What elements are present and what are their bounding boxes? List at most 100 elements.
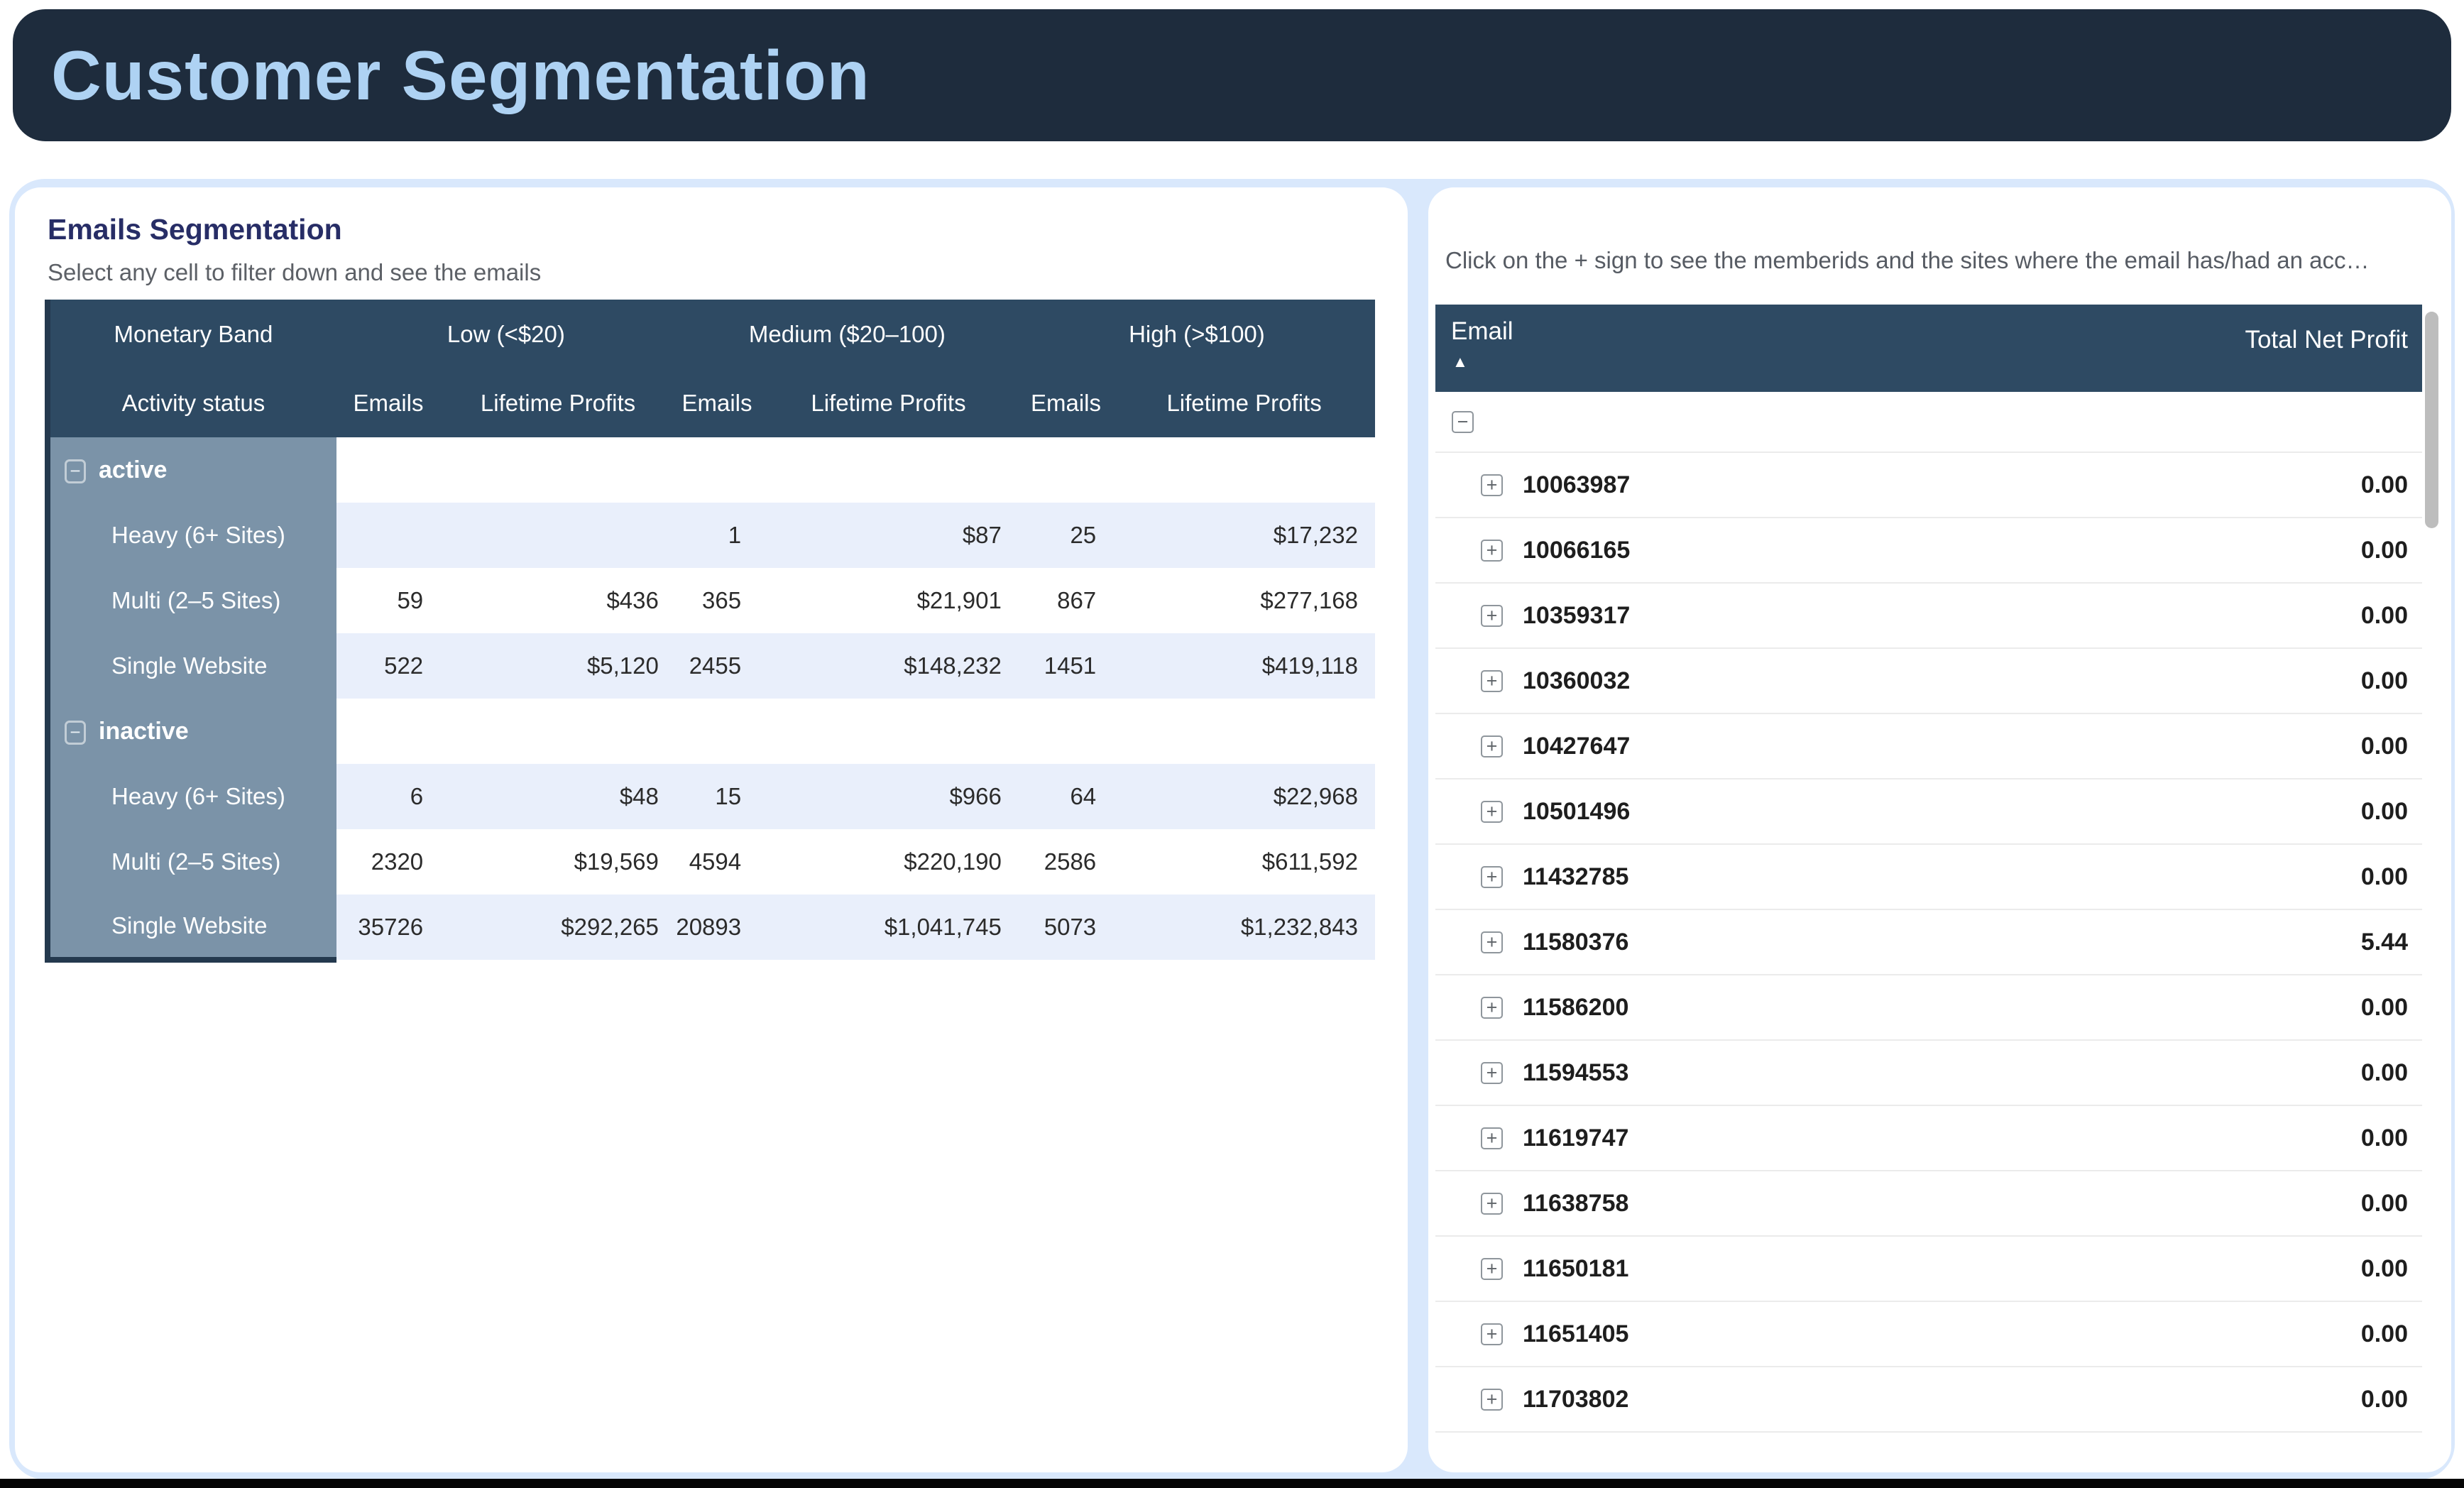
subheader-medium-emails[interactable]: Emails — [675, 368, 759, 437]
row-header[interactable]: Heavy (6+ Sites) — [48, 503, 336, 568]
cell[interactable]: $148,232 — [758, 633, 1019, 699]
band-header-medium[interactable]: Medium ($20–100) — [675, 300, 1019, 368]
column-header-email[interactable]: Email — [1451, 317, 1513, 345]
band-header-high[interactable]: High (>$100) — [1018, 300, 1375, 368]
table-row[interactable]: + 11651405 0.00 — [1435, 1302, 2422, 1367]
group-header-inactive[interactable]: − inactive — [48, 699, 336, 764]
table-row[interactable]: + 11703802 0.00 — [1435, 1367, 2422, 1433]
expand-icon[interactable]: + — [1481, 604, 1503, 627]
subheader-medium-profits[interactable]: Lifetime Profits — [758, 368, 1019, 437]
cell[interactable] — [440, 503, 676, 568]
expand-icon[interactable]: + — [1481, 669, 1503, 692]
subheader-low-emails[interactable]: Emails — [336, 368, 441, 437]
table-row[interactable]: + 11594553 0.00 — [1435, 1041, 2422, 1106]
subheader-high-profits[interactable]: Lifetime Profits — [1113, 368, 1375, 437]
expand-icon[interactable]: + — [1481, 735, 1503, 757]
expand-icon[interactable]: + — [1481, 1061, 1503, 1084]
cell[interactable]: 2320 — [336, 829, 441, 895]
cell[interactable]: 6 — [336, 764, 441, 829]
band-header-low[interactable]: Low (<$20) — [336, 300, 676, 368]
table-row[interactable]: + 11432785 0.00 — [1435, 845, 2422, 910]
table-row[interactable]: + 10066165 0.00 — [1435, 518, 2422, 584]
cell[interactable]: $1,232,843 — [1113, 895, 1375, 960]
bottom-edge-bar — [0, 1479, 2464, 1488]
corner-activity-status[interactable]: Activity status — [48, 368, 336, 437]
table-row[interactable]: + 11586200 0.00 — [1435, 975, 2422, 1041]
cell[interactable]: $19,569 — [440, 829, 676, 895]
expand-icon[interactable]: + — [1481, 800, 1503, 823]
cell[interactable]: 365 — [675, 568, 759, 633]
corner-monetary-band[interactable]: Monetary Band — [48, 300, 336, 368]
expand-icon[interactable]: + — [1481, 1257, 1503, 1280]
cell[interactable]: $5,120 — [440, 633, 676, 699]
cell[interactable]: 20893 — [675, 895, 759, 960]
table-row[interactable]: + 10063987 0.00 — [1435, 453, 2422, 518]
total-net-profit-value: 0.00 — [2360, 536, 2408, 564]
cell[interactable]: 1 — [675, 503, 759, 568]
cell[interactable]: $220,190 — [758, 829, 1019, 895]
total-net-profit-value: 0.00 — [2360, 993, 2408, 1021]
cell[interactable]: $292,265 — [440, 895, 676, 960]
row-header[interactable]: Multi (2–5 Sites) — [48, 829, 336, 895]
cell[interactable]: 522 — [336, 633, 441, 699]
table-row[interactable]: + 10427647 0.00 — [1435, 714, 2422, 779]
email-id: 10427647 — [1523, 732, 1631, 760]
table-row[interactable]: + 11619747 0.00 — [1435, 1106, 2422, 1171]
expand-icon[interactable]: + — [1481, 1127, 1503, 1149]
subheader-low-profits[interactable]: Lifetime Profits — [440, 368, 676, 437]
table-row[interactable]: + 11580376 5.44 — [1435, 910, 2422, 975]
row-header[interactable]: Single Website — [48, 633, 336, 699]
cell[interactable]: 2455 — [675, 633, 759, 699]
cell[interactable]: $966 — [758, 764, 1019, 829]
group-header-active[interactable]: − active — [48, 437, 336, 503]
cell[interactable]: 35726 — [336, 895, 441, 960]
cell[interactable]: $1,041,745 — [758, 895, 1019, 960]
expand-icon[interactable]: + — [1481, 1323, 1503, 1345]
banner: Customer Segmentation — [13, 9, 2451, 141]
collapse-all-icon[interactable]: − — [1452, 410, 1474, 433]
cell[interactable]: 15 — [675, 764, 759, 829]
table-row[interactable]: + 10359317 0.00 — [1435, 584, 2422, 649]
total-net-profit-value: 5.44 — [2360, 928, 2408, 956]
collapse-icon[interactable]: − — [65, 720, 86, 745]
cell[interactable]: 5073 — [1018, 895, 1114, 960]
cell[interactable]: 867 — [1018, 568, 1114, 633]
cell[interactable]: $611,592 — [1113, 829, 1375, 895]
cell[interactable]: 59 — [336, 568, 441, 633]
total-net-profit-value: 0.00 — [2360, 667, 2408, 694]
cell[interactable]: $419,118 — [1113, 633, 1375, 699]
expand-icon[interactable]: + — [1481, 931, 1503, 953]
cell[interactable]: $22,968 — [1113, 764, 1375, 829]
cell[interactable]: $21,901 — [758, 568, 1019, 633]
cell[interactable]: $48 — [440, 764, 676, 829]
table-row[interactable]: + 11638758 0.00 — [1435, 1171, 2422, 1237]
cell[interactable]: 25 — [1018, 503, 1114, 568]
expand-icon[interactable]: + — [1481, 865, 1503, 888]
scrollbar-thumb[interactable] — [2425, 312, 2438, 528]
row-header[interactable]: Multi (2–5 Sites) — [48, 568, 336, 633]
cell[interactable]: $436 — [440, 568, 676, 633]
table-row[interactable]: + 10360032 0.00 — [1435, 649, 2422, 714]
table-row[interactable]: + 10501496 0.00 — [1435, 779, 2422, 845]
sort-ascending-icon[interactable]: ▲ — [1452, 353, 1468, 371]
expand-icon[interactable]: + — [1481, 539, 1503, 562]
cell[interactable]: 2586 — [1018, 829, 1114, 895]
subheader-high-emails[interactable]: Emails — [1018, 368, 1114, 437]
email-id: 11586200 — [1523, 993, 1629, 1021]
column-header-total-net-profit[interactable]: Total Net Profit — [2245, 326, 2408, 354]
expand-icon[interactable]: + — [1481, 996, 1503, 1019]
expand-icon[interactable]: + — [1481, 1388, 1503, 1411]
cell[interactable]: $277,168 — [1113, 568, 1375, 633]
cell[interactable]: 64 — [1018, 764, 1114, 829]
collapse-icon[interactable]: − — [65, 459, 86, 483]
expand-icon[interactable]: + — [1481, 474, 1503, 496]
table-row[interactable]: + 11650181 0.00 — [1435, 1237, 2422, 1302]
cell[interactable]: 1451 — [1018, 633, 1114, 699]
cell[interactable] — [336, 503, 441, 568]
row-header[interactable]: Heavy (6+ Sites) — [48, 764, 336, 829]
cell[interactable]: $17,232 — [1113, 503, 1375, 568]
cell[interactable]: 4594 — [675, 829, 759, 895]
expand-icon[interactable]: + — [1481, 1192, 1503, 1215]
row-header[interactable]: Single Website — [48, 895, 336, 963]
cell[interactable]: $87 — [758, 503, 1019, 568]
